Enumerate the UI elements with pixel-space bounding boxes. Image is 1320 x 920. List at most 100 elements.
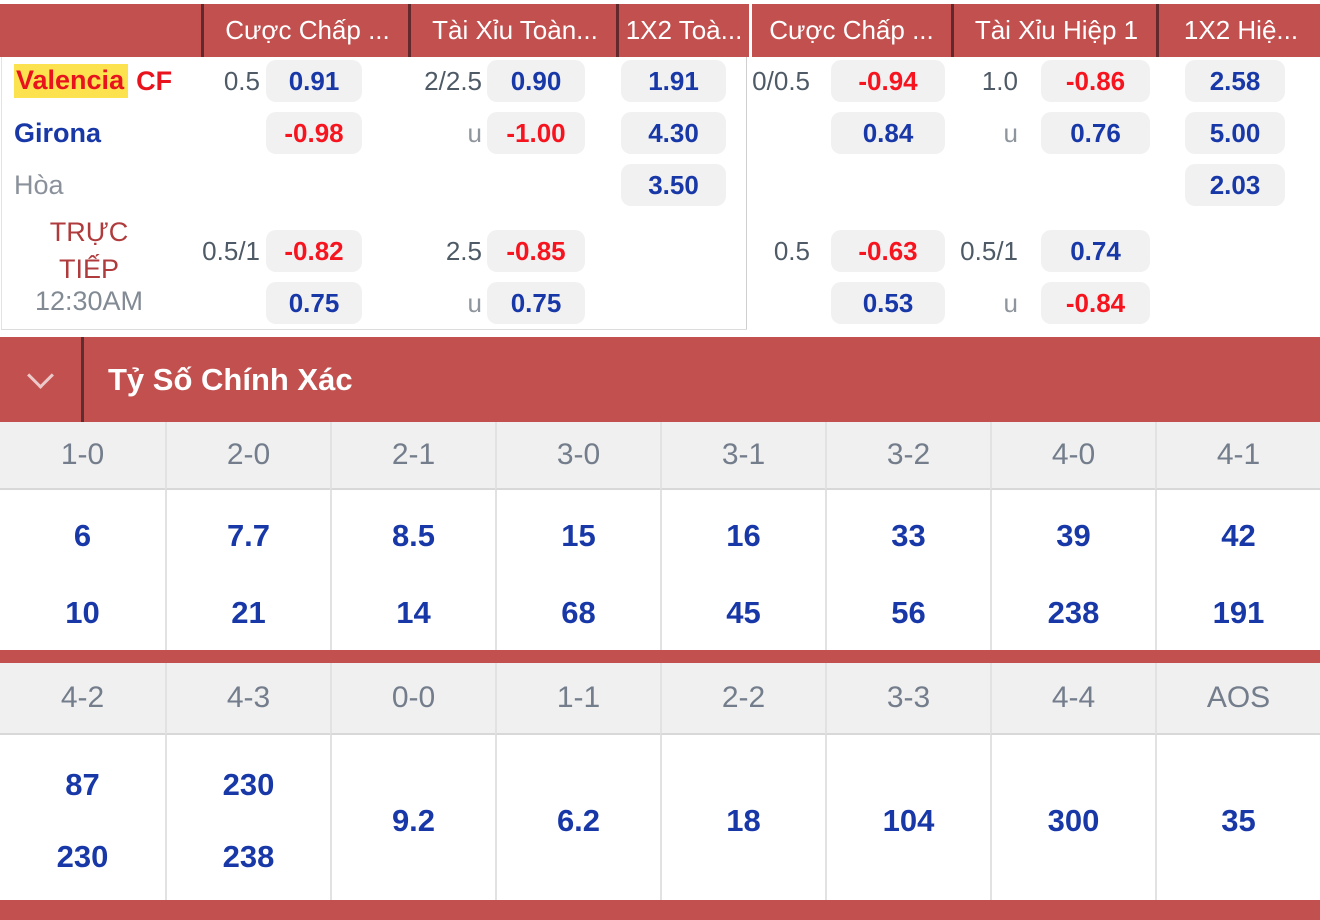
score-column: 87 230 <box>0 735 165 900</box>
score-column: 7.7 21 <box>165 490 330 650</box>
odds-button[interactable]: 0.75 <box>487 282 585 324</box>
handicap-value: 0.5/1 <box>202 235 260 266</box>
score-grid1-body: 6 10 7.7 21 8.5 14 15 68 16 45 33 56 39 … <box>0 490 1320 650</box>
odds-button[interactable]: -0.94 <box>831 60 945 102</box>
live-label: TRỰC TIẾP <box>14 214 164 288</box>
under-indicator: u <box>1003 287 1018 318</box>
score-odds[interactable]: 8.5 <box>391 518 436 553</box>
score-column: 16 45 <box>660 490 825 650</box>
highlighted-team-name: Valencia <box>14 64 129 98</box>
under-indicator: u <box>1003 117 1018 148</box>
under-indicator: u <box>467 117 482 148</box>
score-odds[interactable]: 35 <box>1221 803 1256 838</box>
score-label: 4-0 <box>990 422 1155 490</box>
score-label: 3-0 <box>495 422 660 490</box>
score-label: 2-2 <box>660 663 825 735</box>
score-odds[interactable]: 10 <box>65 595 100 630</box>
odds-button[interactable]: 0.53 <box>831 282 945 324</box>
section-title: Tỷ Số Chính Xác <box>108 361 353 397</box>
odds-button[interactable]: 0.91 <box>266 60 362 102</box>
odds-button[interactable]: -0.98 <box>266 112 362 154</box>
score-grid2-body: 87 230 230 238 9.2 6.2 18 104 300 35 <box>0 735 1320 900</box>
score-column: 9.2 <box>330 735 495 900</box>
odds-button[interactable]: -0.86 <box>1041 60 1150 102</box>
odds-button[interactable]: 2.03 <box>1185 164 1285 206</box>
handicap-value: 0.5 <box>773 235 810 266</box>
odds-button[interactable]: 0.74 <box>1041 230 1150 272</box>
score-odds[interactable]: 230 <box>56 839 109 874</box>
score-odds[interactable]: 15 <box>561 518 596 553</box>
team-name-suffix: CF <box>136 65 173 96</box>
score-odds[interactable]: 300 <box>1047 803 1100 838</box>
score-odds[interactable]: 39 <box>1056 518 1091 553</box>
odds-button[interactable]: 0.84 <box>831 112 945 154</box>
odds-button[interactable]: 0.90 <box>487 60 585 102</box>
score-odds[interactable]: 42 <box>1221 518 1256 553</box>
score-odds[interactable]: 21 <box>231 595 266 630</box>
score-odds[interactable]: 6 <box>73 518 92 553</box>
score-column: 6 10 <box>0 490 165 650</box>
score-odds[interactable]: 16 <box>726 518 761 553</box>
score-column: 39 238 <box>990 490 1155 650</box>
goal-line-value: 1.0 <box>981 65 1018 96</box>
odds-header-1x2-ft: 1X2 Toà... <box>616 4 749 57</box>
odds-button[interactable]: 1.91 <box>621 60 726 102</box>
odds-header-spacer <box>0 4 201 57</box>
score-label: 3-2 <box>825 422 990 490</box>
odds-header-overunder-ft: Tài Xỉu Toàn... <box>408 4 619 57</box>
handicap-value: 0.5 <box>223 65 260 96</box>
odds-button[interactable]: -0.63 <box>831 230 945 272</box>
collapse-toggle[interactable] <box>0 337 84 422</box>
odds-header-handicap-ft: Cược Chấp ... <box>201 4 411 57</box>
odds-button[interactable]: 0.75 <box>266 282 362 324</box>
score-column: 18 <box>660 735 825 900</box>
score-label: 2-1 <box>330 422 495 490</box>
score-odds[interactable]: 191 <box>1212 595 1265 630</box>
score-odds[interactable]: 7.7 <box>226 518 271 553</box>
odds-button[interactable]: -0.82 <box>266 230 362 272</box>
score-odds[interactable]: 87 <box>65 767 100 802</box>
live-label-line1: TRỰC <box>49 217 129 247</box>
live-label-line2: TIẾP <box>58 254 119 284</box>
score-column: 42 191 <box>1155 490 1320 650</box>
goal-line-value: 2/2.5 <box>424 65 482 96</box>
odds-button[interactable]: -0.84 <box>1041 282 1150 324</box>
away-team-label: Girona <box>14 117 102 148</box>
goal-line-value: 2.5 <box>445 235 482 266</box>
score-odds[interactable]: 9.2 <box>391 803 436 838</box>
score-column: 104 <box>825 735 990 900</box>
score-odds[interactable]: 68 <box>561 595 596 630</box>
score-label: 4-2 <box>0 663 165 735</box>
odds-button[interactable]: 4.30 <box>621 112 726 154</box>
odds-header-overunder-h1: Tài Xỉu Hiệp 1 <box>951 4 1159 57</box>
odds-button[interactable]: 2.58 <box>1185 60 1285 102</box>
score-label: 1-0 <box>0 422 165 490</box>
odds-button[interactable]: 5.00 <box>1185 112 1285 154</box>
score-column: 300 <box>990 735 1155 900</box>
score-odds[interactable]: 14 <box>396 595 431 630</box>
odds-button[interactable]: -1.00 <box>487 112 585 154</box>
score-odds[interactable]: 45 <box>726 595 761 630</box>
score-odds[interactable]: 238 <box>1047 595 1100 630</box>
odds-button[interactable]: 0.76 <box>1041 112 1150 154</box>
score-column: 33 56 <box>825 490 990 650</box>
score-odds[interactable]: 104 <box>882 803 935 838</box>
correct-score-section-header: Tỷ Số Chính Xác <box>0 337 1320 422</box>
score-label: 3-1 <box>660 422 825 490</box>
score-label: 1-1 <box>495 663 660 735</box>
score-odds[interactable]: 6.2 <box>556 803 601 838</box>
score-odds[interactable]: 18 <box>726 803 761 838</box>
score-column: 35 <box>1155 735 1320 900</box>
goal-line-value: 0.5/1 <box>960 235 1018 266</box>
score-column: 6.2 <box>495 735 660 900</box>
odds-button[interactable]: -0.85 <box>487 230 585 272</box>
score-odds[interactable]: 230 <box>222 767 275 802</box>
score-odds[interactable]: 33 <box>891 518 926 553</box>
bottom-bar <box>0 900 1320 920</box>
score-label: 4-3 <box>165 663 330 735</box>
odds-table-frame <box>1 57 747 330</box>
odds-button[interactable]: 3.50 <box>621 164 726 206</box>
score-odds[interactable]: 238 <box>222 839 275 874</box>
score-odds[interactable]: 56 <box>891 595 926 630</box>
